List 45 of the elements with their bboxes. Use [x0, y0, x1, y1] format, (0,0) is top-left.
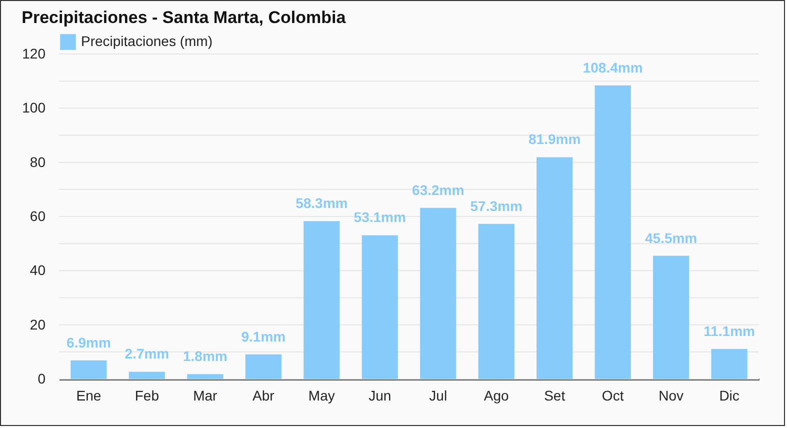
- x-tick-label: Jul: [429, 388, 448, 404]
- bar: [362, 235, 398, 379]
- x-tick-label: Jun: [368, 388, 392, 404]
- bar: [187, 374, 224, 379]
- chart-title: Precipitaciones - Santa Marta, Colombia: [22, 8, 346, 27]
- y-tick-label: 40: [30, 262, 46, 278]
- bar: [128, 372, 165, 379]
- legend-label: Precipitaciones (mm): [81, 33, 212, 49]
- x-tick-label: Set: [544, 388, 566, 404]
- bar: [478, 224, 514, 379]
- x-tick-label: Abr: [252, 388, 275, 404]
- bar: [420, 208, 456, 379]
- bar: [653, 256, 690, 379]
- data-label: 108.4mm: [582, 59, 643, 76]
- x-tick-label: Mar: [193, 388, 218, 404]
- y-tick-label: 120: [22, 46, 46, 62]
- data-label: 6.9mm: [66, 334, 111, 350]
- x-tick-label: Ene: [76, 388, 102, 404]
- x-tick-label: May: [308, 388, 335, 404]
- data-label: 53.1mm: [354, 209, 406, 226]
- x-tick-label: Nov: [658, 388, 684, 404]
- x-tick-label: Oct: [602, 388, 624, 404]
- data-label: 57.3mm: [470, 198, 522, 214]
- y-tick-label: 80: [30, 154, 46, 170]
- bar: [536, 157, 573, 379]
- y-tick-label: 20: [30, 316, 46, 332]
- data-label: 45.5mm: [644, 230, 698, 246]
- data-label: 2.7mm: [124, 346, 170, 362]
- y-tick-label: 100: [22, 100, 46, 116]
- bar: [245, 354, 282, 379]
- x-tick-label: Ago: [484, 388, 510, 404]
- data-label: 9.1mm: [241, 328, 286, 344]
- bar: [594, 85, 631, 379]
- y-tick-label: 0: [38, 370, 46, 386]
- data-label: 81.9mm: [528, 131, 581, 148]
- data-label: 58.3mm: [296, 195, 348, 212]
- data-label: 11.1mm: [704, 322, 755, 339]
- x-tick-label: Dic: [719, 388, 740, 404]
- data-label: 1.8mm: [182, 348, 228, 364]
- bar: [711, 348, 748, 379]
- bar: [304, 221, 340, 379]
- bar: [70, 360, 107, 379]
- data-label: 63.2mm: [412, 182, 464, 198]
- x-tick-label: Feb: [134, 388, 160, 404]
- y-tick-label: 60: [30, 208, 46, 224]
